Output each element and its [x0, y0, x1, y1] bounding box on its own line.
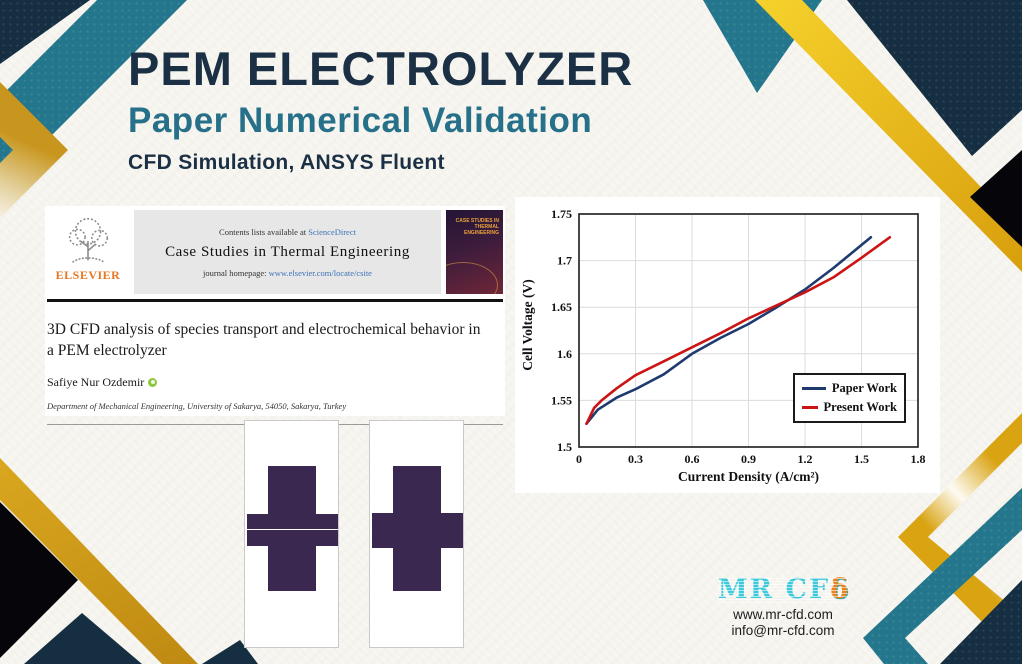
journal-cover-art	[446, 262, 498, 294]
svg-text:1.6: 1.6	[557, 347, 572, 361]
legend-item-present-work: Present Work	[802, 398, 897, 417]
svg-text:1.5: 1.5	[854, 452, 869, 466]
legend-item-paper-work: Paper Work	[802, 379, 897, 398]
page-subtitle: Paper Numerical Validation	[128, 101, 593, 141]
homepage-line: journal homepage: www.elsevier.com/locat…	[203, 267, 372, 278]
elsevier-wordmark: ELSEVIER	[55, 268, 121, 282]
validation-chart: 0 0.3 0.6 0.9 1.2 1.5 1.8 1.5 1.55 1.6 1.65 1.7 1.75	[551, 207, 926, 466]
contour-top-channel	[393, 466, 441, 513]
header-divider	[47, 299, 503, 302]
svg-text:1.65: 1.65	[551, 300, 572, 314]
cfd-contour-figure-left	[244, 420, 339, 648]
svg-text:0.9: 0.9	[741, 452, 756, 466]
paper-author: Safiye Nur Ozdemir	[47, 374, 145, 389]
svg-text:1.55: 1.55	[551, 393, 572, 407]
y-axis-label: Cell Voltage (V)	[520, 279, 535, 371]
contour-interface-line	[372, 531, 463, 533]
journal-cover-title: CASE STUDIES IN THERMAL ENGINEERING	[455, 218, 499, 236]
headline-block: PEM ELECTROLYZER Paper Numerical Validat…	[128, 44, 633, 175]
contents-line: Contents lists available at ScienceDirec…	[219, 226, 356, 237]
contour-species-gradient	[268, 506, 316, 514]
contour-electrode-bar	[372, 513, 463, 531]
contour-membrane-band	[372, 533, 463, 548]
brand-block: MR CFδ www.mr-cfd.com info@mr-cfd.com	[688, 576, 878, 638]
contour-interface-line	[247, 530, 338, 532]
contour-membrane-band	[247, 514, 338, 529]
svg-text:1.5: 1.5	[557, 440, 572, 454]
sciencedirect-link[interactable]: ScienceDirect	[308, 226, 356, 237]
delta-glyph: δ	[830, 574, 849, 605]
paper-affiliation: Department of Mechanical Engineering, Un…	[47, 400, 347, 411]
svg-text:1.75: 1.75	[551, 207, 572, 221]
contour-bottom-channel	[393, 559, 441, 591]
page-title: PEM ELECTROLYZER	[128, 42, 634, 95]
legend-line-swatch	[802, 387, 826, 390]
elsevier-logo: ELSEVIER	[47, 210, 129, 294]
journal-banner: Contents lists available at ScienceDirec…	[134, 210, 441, 294]
contour-electrode-bar	[247, 532, 338, 546]
journal-header: ELSEVIER Contents lists available at Sci…	[47, 210, 503, 294]
legend-line-swatch	[802, 406, 818, 409]
email-link[interactable]: info@mr-cfd.com	[731, 623, 835, 638]
svg-text:1.2: 1.2	[798, 452, 813, 466]
paper-author-line: Safiye Nur Ozdemir	[47, 375, 503, 390]
journal-cover-thumbnail: CASE STUDIES IN THERMAL ENGINEERING	[446, 210, 503, 294]
x-axis-label: Current Density (A/cm²)	[677, 469, 820, 484]
journal-name: Case Studies in Thermal Engineering	[165, 243, 410, 260]
contour-species-gradient	[393, 548, 441, 559]
svg-text:0.6: 0.6	[685, 452, 700, 466]
svg-text:0: 0	[576, 452, 582, 466]
contour-top-channel	[268, 466, 316, 506]
chart-legend: Paper Work Present Work	[793, 373, 906, 423]
paper-title: 3D CFD analysis of species transport and…	[47, 321, 481, 359]
journal-homepage-link[interactable]: www.elsevier.com/locate/csite	[268, 267, 372, 278]
mr-cfd-logo: MR CFδ	[717, 574, 849, 605]
cfd-contour-figure-right	[369, 420, 464, 648]
svg-text:0.3: 0.3	[628, 452, 643, 466]
paper-panel: ELSEVIER Contents lists available at Sci…	[45, 206, 505, 425]
elsevier-tree-icon	[68, 217, 109, 263]
validation-chart-panel: 0 0.3 0.6 0.9 1.2 1.5 1.8 1.5 1.55 1.6 1.65 1.7 1.75…	[515, 197, 940, 493]
page-tagline: CFD Simulation, ANSYS Fluent	[128, 151, 445, 175]
orcid-icon[interactable]	[148, 377, 158, 387]
website-link[interactable]: www.mr-cfd.com	[733, 607, 833, 622]
contour-bottom-channel	[268, 546, 316, 591]
svg-text:1.8: 1.8	[911, 452, 926, 466]
svg-text:1.7: 1.7	[557, 254, 572, 268]
